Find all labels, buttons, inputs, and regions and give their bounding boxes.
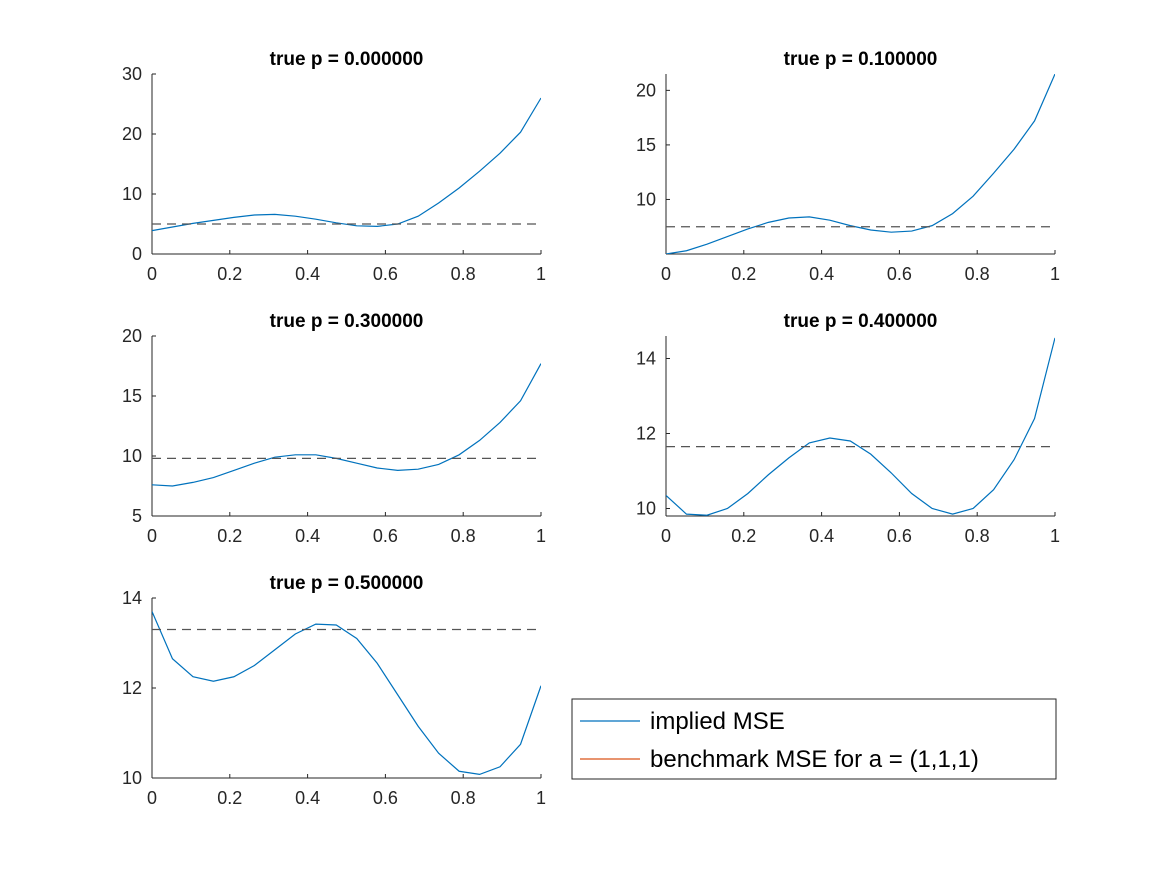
implied-mse-line [152,363,541,487]
x-tick-label: 1 [1050,264,1060,284]
y-tick-label: 0 [132,244,142,264]
y-tick-label: 10 [636,189,656,209]
implied-mse-line [666,337,1055,516]
x-tick-label: 1 [536,264,546,284]
subplot-2: 0 0.2 0.4 0.6 0.8 1 10 15 20 true p = 0.100000 [636,49,1060,284]
x-tick-label: 0.4 [295,264,320,284]
legend-label: benchmark MSE for a = (1,1,1) [650,746,979,773]
y-tick-label: 30 [122,64,142,84]
x-tick-label: 0.6 [373,788,398,808]
y-tick-label: 5 [132,506,142,526]
subplot-title: true p = 0.300000 [270,311,424,332]
subplot-title: true p = 0.000000 [270,49,424,70]
implied-mse-line [152,97,541,232]
x-tick-label: 0.8 [965,526,990,546]
legend-label: implied MSE [650,708,785,735]
x-tick-label: 1 [1050,526,1060,546]
x-tick-label: 0.2 [731,264,756,284]
implied-mse-line [666,74,1055,254]
implied-mse-line [152,611,541,776]
x-tick-label: 0 [147,264,157,284]
y-tick-label: 12 [122,678,142,698]
y-tick-label: 20 [122,326,142,346]
x-tick-label: 0.8 [451,526,476,546]
y-tick-label: 20 [636,80,656,100]
subplot-5: 0 0.2 0.4 0.6 0.8 1 10 12 14 true p = 0.500000 [122,573,546,808]
x-tick-label: 0.6 [887,526,912,546]
x-tick-label: 0.2 [217,264,242,284]
y-tick-label: 10 [122,446,142,466]
y-tick-label: 10 [122,768,142,788]
y-tick-label: 10 [636,499,656,519]
subplot-4: 0 0.2 0.4 0.6 0.8 1 10 12 14 true p = 0.400000 [636,311,1060,546]
x-tick-label: 0.6 [887,264,912,284]
y-tick-label: 15 [122,386,142,406]
legend-box [571,698,1057,780]
x-tick-label: 0.4 [809,526,834,546]
x-tick-label: 1 [536,788,546,808]
y-tick-label: 14 [122,588,142,608]
y-tick-label: 20 [122,124,142,144]
x-tick-label: 0.6 [373,526,398,546]
subplot-title: true p = 0.500000 [270,573,424,594]
x-tick-label: 0.4 [295,788,320,808]
x-tick-label: 0.8 [451,264,476,284]
x-tick-label: 0.2 [217,526,242,546]
x-tick-label: 0.6 [373,264,398,284]
x-tick-label: 1 [536,526,546,546]
x-tick-label: 0.4 [809,264,834,284]
x-tick-label: 0.8 [965,264,990,284]
y-tick-label: 10 [122,184,142,204]
subplot-title: true p = 0.400000 [784,311,938,332]
x-tick-label: 0.2 [731,526,756,546]
subplot-title: true p = 0.100000 [784,49,938,70]
y-tick-label: 14 [636,349,656,369]
y-tick-label: 15 [636,135,656,155]
x-tick-label: 0 [147,788,157,808]
x-tick-label: 0.2 [217,788,242,808]
x-tick-label: 0 [661,264,671,284]
x-tick-label: 0.4 [295,526,320,546]
x-tick-label: 0.8 [451,788,476,808]
legend: implied MSE benchmark MSE for a = (1,1,1) [571,698,1057,780]
x-tick-label: 0 [147,526,157,546]
x-tick-label: 0 [661,526,671,546]
y-tick-label: 12 [636,424,656,444]
